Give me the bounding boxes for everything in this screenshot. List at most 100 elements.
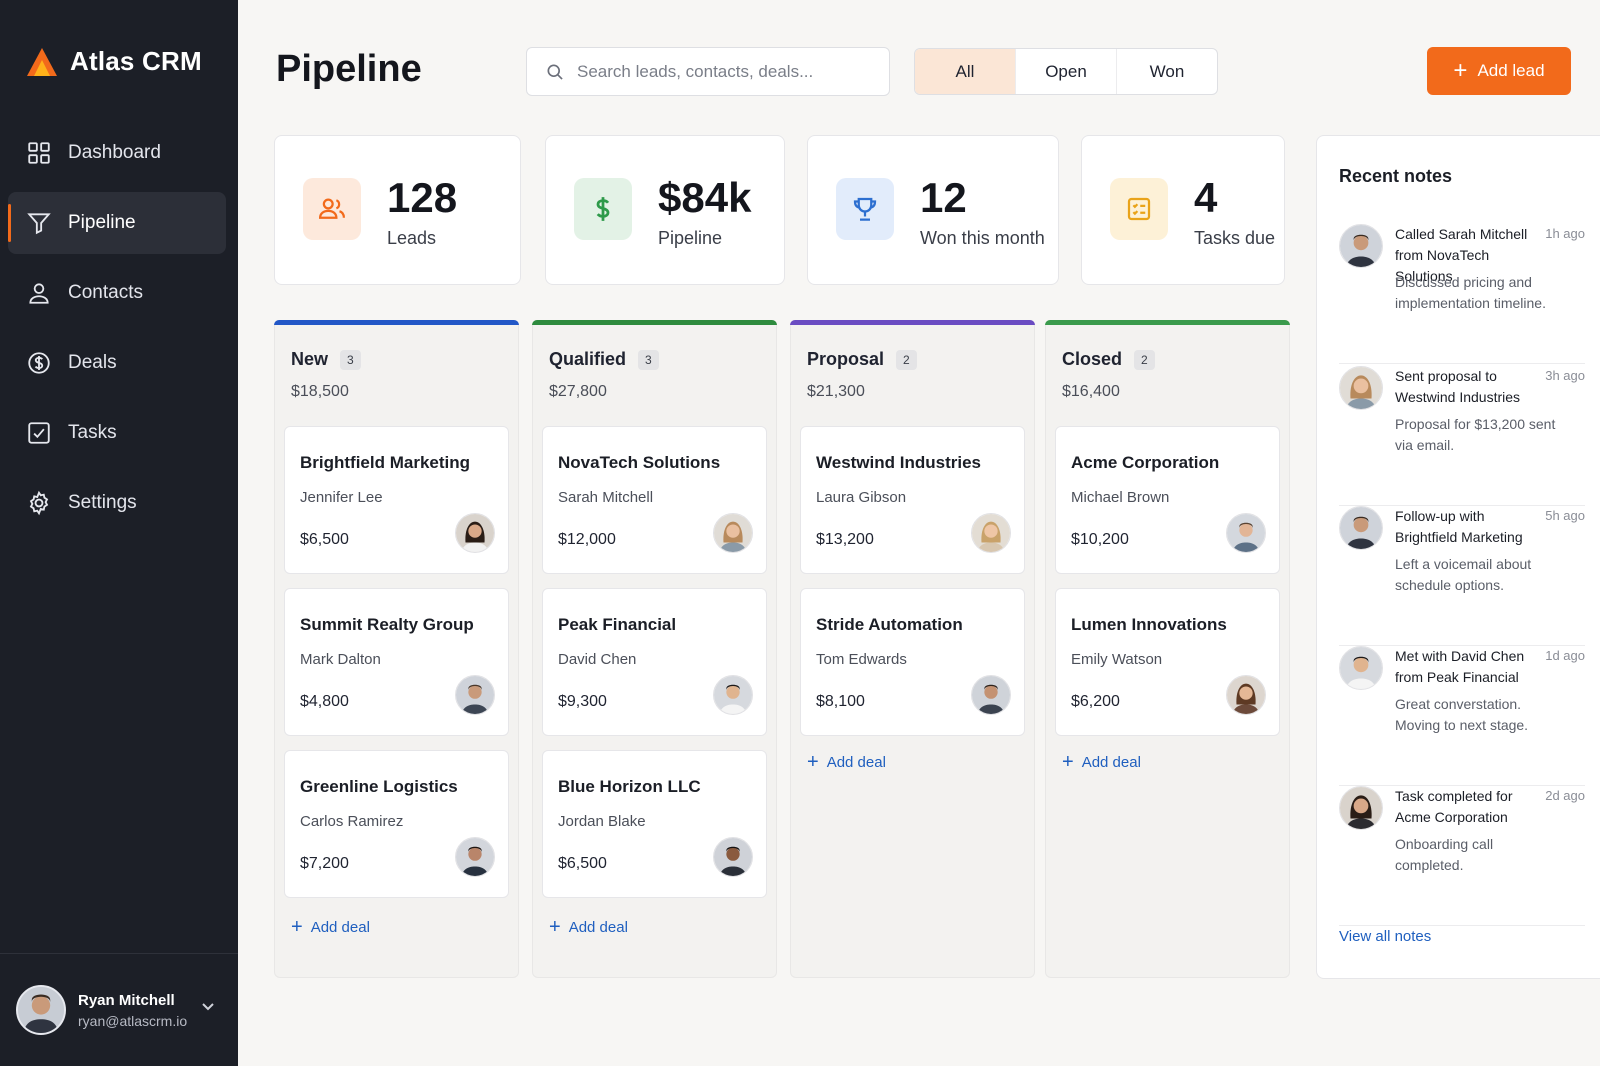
deal-amount: $13,200 bbox=[816, 531, 874, 548]
note-item[interactable]: Met with David Chen from Peak Financial … bbox=[1339, 646, 1585, 786]
add-deal-label: Add deal bbox=[826, 753, 886, 771]
view-all-notes-link[interactable]: View all notes bbox=[1339, 928, 1432, 945]
deal-amount: $12,000 bbox=[558, 531, 616, 548]
deal-card[interactable]: Acme Corporation Michael Brown $10,200 bbox=[1055, 426, 1280, 574]
deal-company: Blue Horizon LLC bbox=[558, 777, 701, 796]
column-header: New 3 bbox=[291, 349, 361, 370]
add-deal-button[interactable]: + Add deal bbox=[807, 752, 886, 772]
deal-card[interactable]: Stride Automation Tom Edwards $8,100 bbox=[800, 588, 1025, 736]
avatar bbox=[713, 675, 753, 715]
column-header: Qualified 3 bbox=[549, 349, 659, 370]
column-count-badge: 2 bbox=[1134, 349, 1155, 370]
brand[interactable]: Atlas CRM bbox=[26, 46, 202, 77]
column-total: $21,300 bbox=[807, 383, 865, 400]
column-total: $18,500 bbox=[291, 383, 349, 400]
stat-value: 128 bbox=[387, 174, 458, 221]
note-title: Task completed for Acme Corporation bbox=[1395, 788, 1513, 825]
deal-card[interactable]: Peak Financial David Chen $9,300 bbox=[542, 588, 767, 736]
avatar bbox=[971, 675, 1011, 715]
avatar bbox=[1339, 646, 1383, 690]
deal-company: Greenline Logistics bbox=[300, 777, 458, 796]
filter-open[interactable]: Open bbox=[1016, 49, 1117, 94]
avatar bbox=[1339, 366, 1383, 410]
avatar bbox=[1339, 506, 1383, 550]
sidebar-item-contacts[interactable]: Contacts bbox=[8, 262, 226, 324]
filter-all[interactable]: All bbox=[915, 49, 1016, 94]
sidebar-item-pipeline[interactable]: Pipeline bbox=[8, 192, 226, 254]
add-deal-button[interactable]: + Add deal bbox=[291, 917, 370, 937]
deal-company: Peak Financial bbox=[558, 615, 677, 634]
avatar bbox=[1226, 675, 1266, 715]
stat-card-tasks: 4 Tasks due bbox=[1081, 135, 1285, 285]
page-title: Pipeline bbox=[276, 48, 422, 90]
stat-card-leads: 128 Leads bbox=[274, 135, 521, 285]
deal-company: Summit Realty Group bbox=[300, 615, 474, 634]
sidebar-item-label: Pipeline bbox=[68, 212, 136, 233]
filter-won[interactable]: Won bbox=[1149, 61, 1185, 81]
deal-contact: David Chen bbox=[558, 651, 637, 668]
deal-card[interactable]: Lumen Innovations Emily Watson $6,200 bbox=[1055, 588, 1280, 736]
note-time: 3h ago bbox=[1545, 368, 1585, 383]
deal-card[interactable]: NovaTech Solutions Sarah Mitchell $12,00… bbox=[542, 426, 767, 574]
deal-card[interactable]: Blue Horizon LLC Jordan Blake $6,500 bbox=[542, 750, 767, 898]
deal-amount: $7,200 bbox=[300, 855, 349, 872]
plus-icon: + bbox=[807, 751, 819, 773]
deal-card[interactable]: Brightfield Marketing Jennifer Lee $6,50… bbox=[284, 426, 509, 574]
plus-icon: + bbox=[291, 916, 303, 938]
deal-amount: $6,500 bbox=[300, 531, 349, 548]
sidebar-item-tasks[interactable]: Tasks bbox=[8, 402, 226, 464]
chevron-down-icon[interactable] bbox=[200, 998, 216, 1014]
deal-company: Stride Automation bbox=[816, 615, 963, 634]
note-body: Discussed pricing and implementation tim… bbox=[1395, 274, 1546, 311]
note-item[interactable]: Task completed for Acme Corporation 2d a… bbox=[1339, 786, 1585, 926]
sidebar-item-deals[interactable]: Deals bbox=[8, 332, 226, 394]
grid-icon bbox=[26, 140, 52, 166]
deal-card[interactable]: Greenline Logistics Carlos Ramirez $7,20… bbox=[284, 750, 509, 898]
user-profile[interactable]: Ryan Mitchell ryan@atlascrm.io bbox=[0, 953, 238, 1066]
avatar bbox=[1339, 786, 1383, 830]
note-item[interactable]: Sent proposal to Westwind Industries 3h … bbox=[1339, 366, 1585, 506]
note-item[interactable]: Called Sarah Mitchell from NovaTech Solu… bbox=[1339, 224, 1585, 364]
deal-card[interactable]: Westwind Industries Laura Gibson $13,200 bbox=[800, 426, 1025, 574]
column-count-badge: 3 bbox=[340, 349, 361, 370]
column-color-bar bbox=[790, 320, 1035, 325]
column-total: $16,400 bbox=[1062, 383, 1120, 400]
note-body: Onboarding call completed. bbox=[1395, 836, 1494, 873]
sidebar-item-settings[interactable]: Settings bbox=[8, 472, 226, 534]
sidebar-nav: Dashboard Pipeline Contacts Deals Tasks bbox=[8, 122, 226, 542]
note-body: Great converstation. Moving to next stag… bbox=[1395, 696, 1529, 733]
search-input[interactable] bbox=[577, 61, 867, 82]
user-name: Ryan Mitchell bbox=[78, 991, 175, 1009]
atlas-logo-icon bbox=[27, 47, 57, 76]
sidebar-item-label: Deals bbox=[68, 352, 117, 373]
column-total: $27,800 bbox=[549, 383, 607, 400]
avatar bbox=[455, 837, 495, 877]
deal-card[interactable]: Summit Realty Group Mark Dalton $4,800 bbox=[284, 588, 509, 736]
stat-value: 4 bbox=[1194, 174, 1218, 221]
deal-company: Acme Corporation bbox=[1071, 453, 1220, 472]
deal-company: Westwind Industries bbox=[816, 453, 981, 472]
deal-contact: Carlos Ramirez bbox=[300, 813, 404, 830]
deal-company: NovaTech Solutions bbox=[558, 453, 721, 472]
deal-amount: $9,300 bbox=[558, 693, 607, 710]
note-item[interactable]: Follow-up with Brightfield Marketing 5h … bbox=[1339, 506, 1585, 646]
sidebar-item-label: Dashboard bbox=[68, 142, 161, 163]
deal-contact: Sarah Mitchell bbox=[558, 489, 654, 506]
user-info: Ryan Mitchell ryan@atlascrm.io bbox=[78, 992, 187, 1029]
app-name: Atlas CRM bbox=[70, 46, 202, 76]
add-deal-label: Add deal bbox=[310, 918, 370, 936]
note-body: Left a voicemail about schedule options. bbox=[1395, 556, 1532, 593]
deal-contact: Jennifer Lee bbox=[300, 489, 383, 506]
add-deal-button[interactable]: + Add deal bbox=[549, 917, 628, 937]
avatar bbox=[1339, 224, 1383, 268]
deal-contact: Tom Edwards bbox=[816, 651, 907, 668]
search-box[interactable] bbox=[526, 47, 890, 96]
column-count-badge: 2 bbox=[896, 349, 917, 370]
deal-company: Brightfield Marketing bbox=[300, 453, 471, 472]
add-deal-button[interactable]: + Add deal bbox=[1062, 752, 1141, 772]
column-title: Qualified bbox=[549, 349, 627, 369]
column-title: Closed bbox=[1062, 349, 1123, 369]
add-lead-button[interactable]: + Add lead bbox=[1427, 47, 1571, 95]
stat-label: Tasks due bbox=[1194, 228, 1276, 248]
sidebar-item-dashboard[interactable]: Dashboard bbox=[8, 122, 226, 184]
